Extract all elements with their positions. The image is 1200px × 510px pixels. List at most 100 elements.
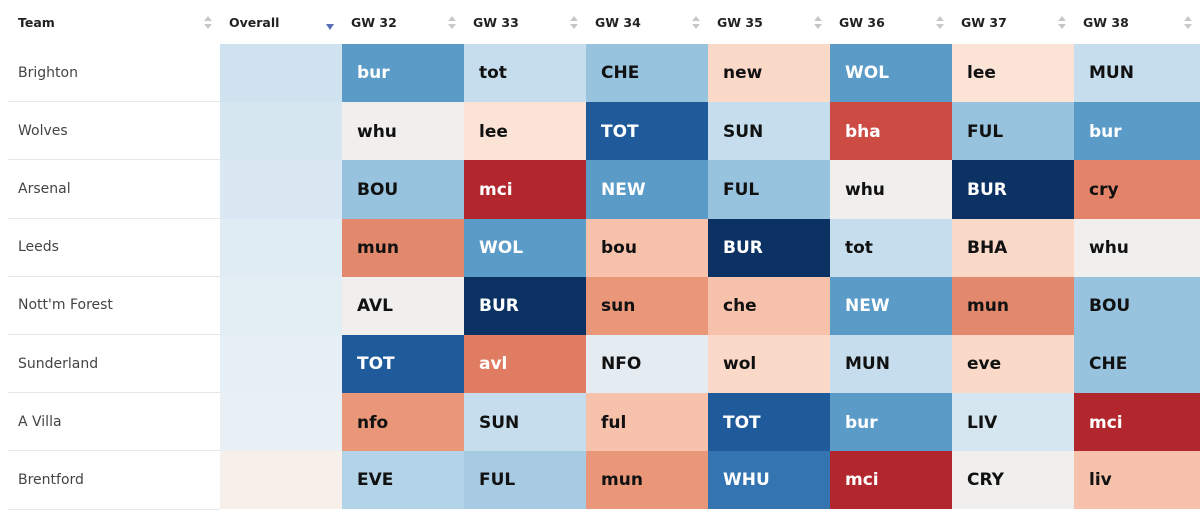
fixture-cell: avl	[464, 335, 586, 394]
sort-desc	[692, 24, 700, 29]
sort-asc	[936, 16, 944, 21]
sort-icon[interactable]	[326, 15, 334, 31]
team-name: Nott'm Forest	[8, 277, 220, 335]
fixture-cell: CHE	[586, 44, 708, 103]
sort-desc	[326, 24, 334, 30]
sort-asc	[1184, 16, 1192, 21]
fixture-cell: mci	[464, 160, 586, 220]
sort-asc	[692, 16, 700, 21]
fixture-cell: BOU	[1074, 276, 1200, 336]
sort-asc	[1058, 16, 1066, 21]
fixture-cell: mci	[830, 451, 952, 510]
fixture-cell: mun	[342, 218, 464, 278]
column-header[interactable]: GW 36	[839, 14, 885, 30]
column-header[interactable]: Overall	[229, 14, 280, 30]
fixture-cell: SUN	[464, 393, 586, 452]
fixture-cell: whu	[830, 160, 952, 220]
team-name: Brentford	[8, 451, 220, 510]
fixture-cell: lee	[952, 44, 1074, 103]
overall-cell	[220, 335, 342, 394]
team-name: Brighton	[8, 44, 220, 103]
sort-icon[interactable]	[448, 15, 456, 31]
fixture-cell: BUR	[464, 276, 586, 336]
sort-desc	[936, 24, 944, 29]
fixture-cell: bha	[830, 102, 952, 161]
fixture-cell: cry	[1074, 160, 1200, 220]
fixture-cell: CHE	[1074, 335, 1200, 394]
sort-desc	[1058, 24, 1066, 29]
fixture-cell: WHU	[708, 451, 830, 510]
fixture-cell: BHA	[952, 218, 1074, 278]
fixture-cell: NEW	[586, 160, 708, 220]
fixture-cell: sun	[586, 276, 708, 336]
fixture-cell: TOT	[342, 335, 464, 394]
column-header[interactable]: GW 33	[473, 14, 519, 30]
fixture-cell: tot	[830, 218, 952, 278]
team-name: Arsenal	[8, 160, 220, 219]
fixture-cell: wol	[708, 335, 830, 394]
fixture-cell: bur	[830, 393, 952, 452]
fixture-cell: bur	[1074, 102, 1200, 161]
sort-asc	[814, 16, 822, 21]
column-header[interactable]: GW 35	[717, 14, 763, 30]
sort-asc	[448, 16, 456, 21]
fixture-cell: mun	[952, 276, 1074, 336]
fixture-cell: LIV	[952, 393, 1074, 452]
fixture-cell: liv	[1074, 451, 1200, 510]
sort-desc	[448, 24, 456, 29]
fixture-cell: AVL	[342, 276, 464, 336]
fixture-cell: EVE	[342, 451, 464, 510]
overall-cell	[220, 44, 342, 103]
overall-cell	[220, 451, 342, 510]
fixture-cell: nfo	[342, 393, 464, 452]
sort-icon[interactable]	[814, 15, 822, 31]
sort-icon[interactable]	[692, 15, 700, 31]
fixture-cell: mci	[1074, 393, 1200, 452]
sort-icon[interactable]	[1184, 15, 1192, 31]
team-name: Sunderland	[8, 335, 220, 394]
fixture-cell: tot	[464, 44, 586, 103]
fixture-cell: NFO	[586, 335, 708, 394]
overall-cell	[220, 393, 342, 452]
sort-icon[interactable]	[204, 15, 212, 31]
fixture-cell: whu	[1074, 218, 1200, 278]
fixture-cell: TOT	[586, 102, 708, 161]
overall-cell	[220, 160, 342, 220]
fixture-cell: MUN	[830, 335, 952, 394]
team-name: Wolves	[8, 102, 220, 161]
sort-desc	[1184, 24, 1192, 29]
fixture-cell: FUL	[464, 451, 586, 510]
fixture-cell: NEW	[830, 276, 952, 336]
fixture-cell: BUR	[708, 218, 830, 278]
fixture-cell: FUL	[952, 102, 1074, 161]
team-name: A Villa	[8, 393, 220, 452]
column-header[interactable]: Team	[18, 14, 55, 30]
column-header[interactable]: GW 32	[351, 14, 397, 30]
fixture-cell: WOL	[830, 44, 952, 103]
fixture-cell: FUL	[708, 160, 830, 220]
sort-asc	[204, 16, 212, 21]
column-header[interactable]: GW 38	[1083, 14, 1129, 30]
overall-cell	[220, 218, 342, 278]
column-header[interactable]: GW 37	[961, 14, 1007, 30]
sort-icon[interactable]	[936, 15, 944, 31]
sort-desc	[204, 24, 212, 29]
fixture-cell: ful	[586, 393, 708, 452]
fixture-cell: WOL	[464, 218, 586, 278]
fixture-cell: mun	[586, 451, 708, 510]
fixture-cell: bur	[342, 44, 464, 103]
sort-desc	[814, 24, 822, 29]
fixture-cell: new	[708, 44, 830, 103]
fixture-cell: whu	[342, 102, 464, 161]
fixture-cell: eve	[952, 335, 1074, 394]
fixture-cell: SUN	[708, 102, 830, 161]
fixture-cell: MUN	[1074, 44, 1200, 103]
column-header[interactable]: GW 34	[595, 14, 641, 30]
fixture-cell: BUR	[952, 160, 1074, 220]
sort-icon[interactable]	[570, 15, 578, 31]
fixture-cell: TOT	[708, 393, 830, 452]
fixture-cell: bou	[586, 218, 708, 278]
sort-asc	[570, 16, 578, 21]
sort-icon[interactable]	[1058, 15, 1066, 31]
